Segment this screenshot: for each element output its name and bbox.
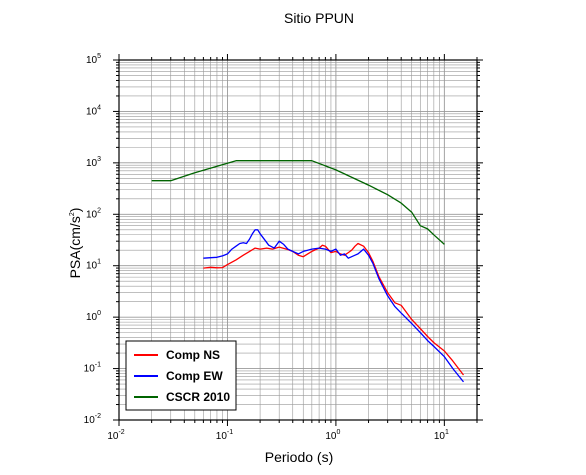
x-tick-label-exponent: 1 [445, 429, 449, 436]
y-tick-label-base: 10 [86, 106, 98, 117]
y-tick-label-exponent: 0 [97, 310, 101, 317]
x-tick-label-base: 10 [325, 431, 337, 442]
x-tick-label-exponent: 0 [337, 429, 341, 436]
x-tick-label-base: 10 [216, 431, 228, 442]
y-tick-label: 101 [86, 259, 101, 272]
y-tick-label: 10-1 [84, 362, 101, 375]
y-tick-label-exponent: 3 [97, 156, 101, 163]
legend: Comp NS Comp EW CSCR 2010 [125, 340, 237, 411]
y-tick-label: 105 [86, 53, 101, 66]
y-tick-label-base: 10 [84, 415, 96, 426]
x-tick-label: 10-1 [216, 429, 233, 442]
y-tick-label-base: 10 [84, 364, 96, 375]
x-axis-label: Periodo (s) [265, 449, 333, 465]
legend-label-comp-ew: Comp EW [166, 369, 223, 383]
y-tick-label-exponent: 1 [97, 259, 101, 266]
x-tick-label-exponent: -1 [227, 429, 233, 436]
y-tick-label-base: 10 [86, 55, 98, 66]
y-tick-label-exponent: 4 [97, 104, 101, 111]
x-tick-label-base: 10 [107, 431, 119, 442]
grid-lines [118, 59, 478, 421]
series-lines [151, 160, 465, 383]
y-axis-label-exponent: 2 [69, 212, 76, 216]
x-tick-label: 10-2 [107, 429, 124, 442]
y-tick-label-exponent: 5 [97, 53, 101, 60]
y-tick-label-base: 10 [86, 261, 98, 272]
y-tick-label-base: 10 [86, 312, 98, 323]
x-tick-label-base: 10 [434, 431, 446, 442]
x-tick-label: 100 [325, 429, 340, 442]
y-tick-label-exponent: 2 [97, 207, 101, 214]
y-tick-label-exponent: -2 [95, 413, 101, 420]
y-tick-label-base: 10 [86, 209, 98, 220]
y-axis-label-close: ) [67, 208, 83, 213]
x-tick-label-exponent: -2 [118, 429, 124, 436]
y-tick-label: 100 [86, 310, 101, 323]
y-axis-label: PSA(cm/s2) [67, 208, 83, 279]
y-tick-label: 103 [86, 156, 101, 169]
plot-frame [118, 59, 478, 421]
legend-label-comp-ns: Comp NS [166, 348, 220, 362]
series-line-comp-ns [203, 242, 465, 376]
y-tick-label: 104 [86, 104, 101, 117]
chart-title: Sitio PPUN [284, 10, 354, 26]
series-line-comp-ew [203, 229, 465, 383]
y-axis-label-base: PSA(cm/s [67, 216, 83, 278]
y-tick-label: 10-2 [84, 413, 101, 426]
x-tick-label: 101 [434, 429, 449, 442]
y-tick-label-base: 10 [86, 158, 98, 169]
series-line-cscr-2010 [151, 160, 445, 245]
legend-label-cscr-2010: CSCR 2010 [166, 390, 230, 404]
y-tick-label-exponent: -1 [95, 362, 101, 369]
y-tick-label: 102 [86, 207, 101, 220]
